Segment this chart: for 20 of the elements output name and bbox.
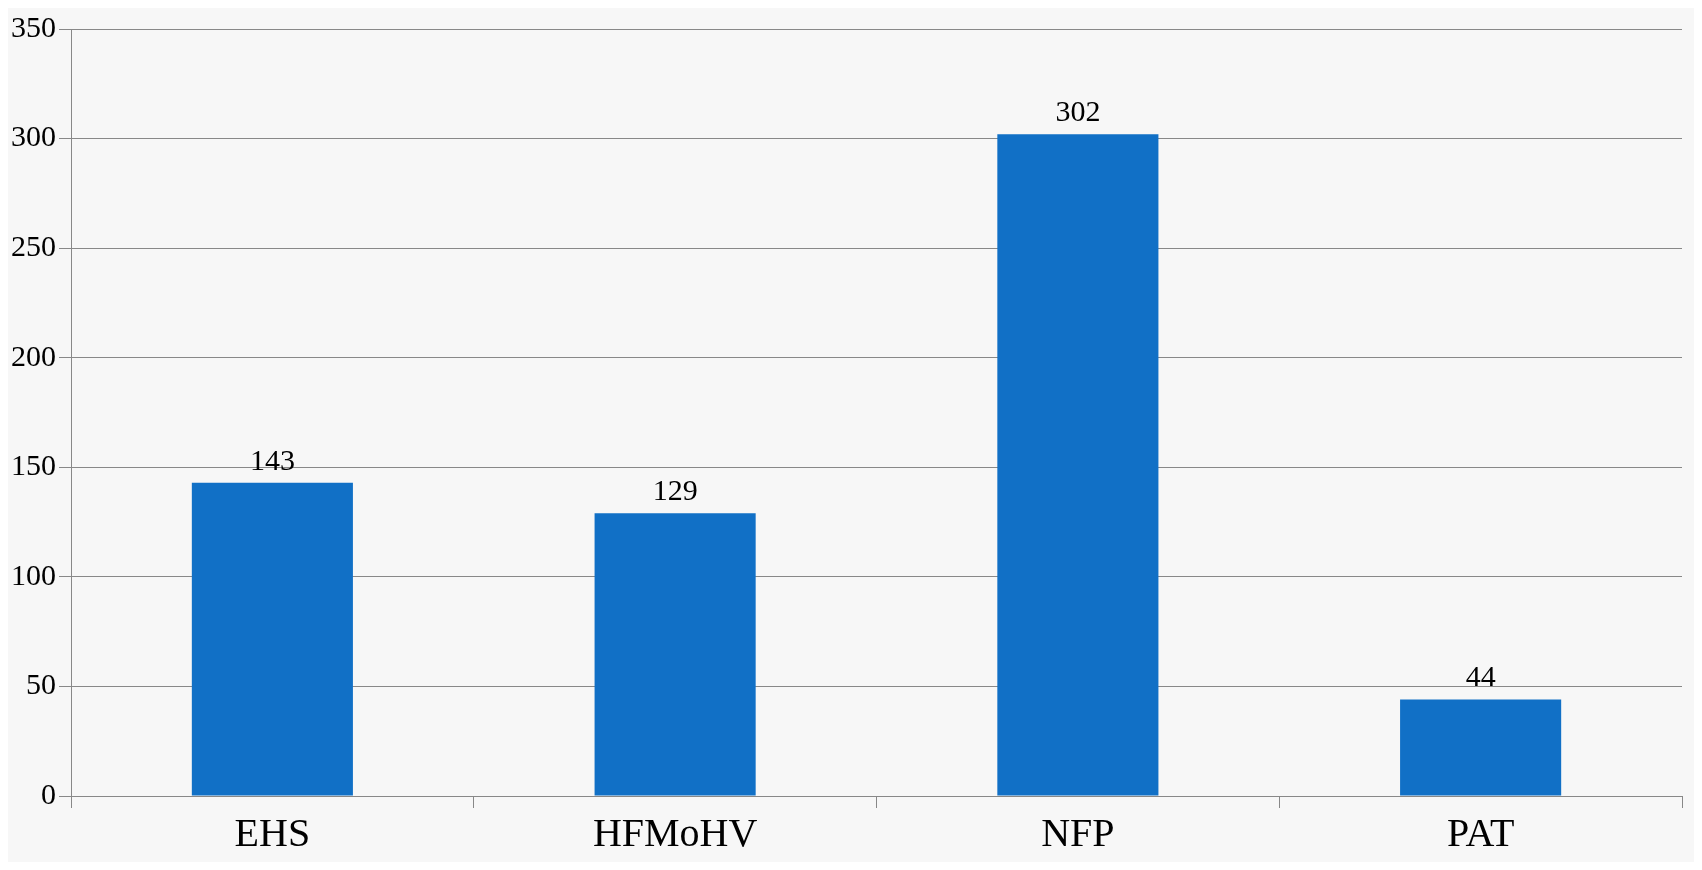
- y-tick-label: 0: [41, 776, 56, 810]
- y-tick-label: 250: [11, 229, 56, 263]
- y-tick-label: 150: [11, 448, 56, 482]
- bar: [997, 134, 1159, 796]
- x-tick-label: NFP: [1041, 809, 1115, 855]
- y-tick-label: 100: [11, 557, 56, 591]
- data-label: 302: [1055, 94, 1101, 128]
- x-tick-label: PAT: [1446, 809, 1515, 855]
- bar: [594, 513, 756, 796]
- data-label: 44: [1465, 659, 1496, 693]
- y-tick-label: 200: [11, 338, 56, 372]
- data-label: 143: [249, 442, 295, 476]
- y-tick-label: 300: [11, 119, 56, 153]
- x-tick-label: HFMoHV: [592, 809, 758, 855]
- x-tick-label: EHS: [234, 809, 311, 855]
- y-tick-label: 350: [11, 9, 56, 43]
- y-tick-label: 50: [26, 667, 56, 701]
- data-label: 129: [652, 473, 698, 507]
- bar: [191, 482, 353, 796]
- bar: [1400, 699, 1562, 796]
